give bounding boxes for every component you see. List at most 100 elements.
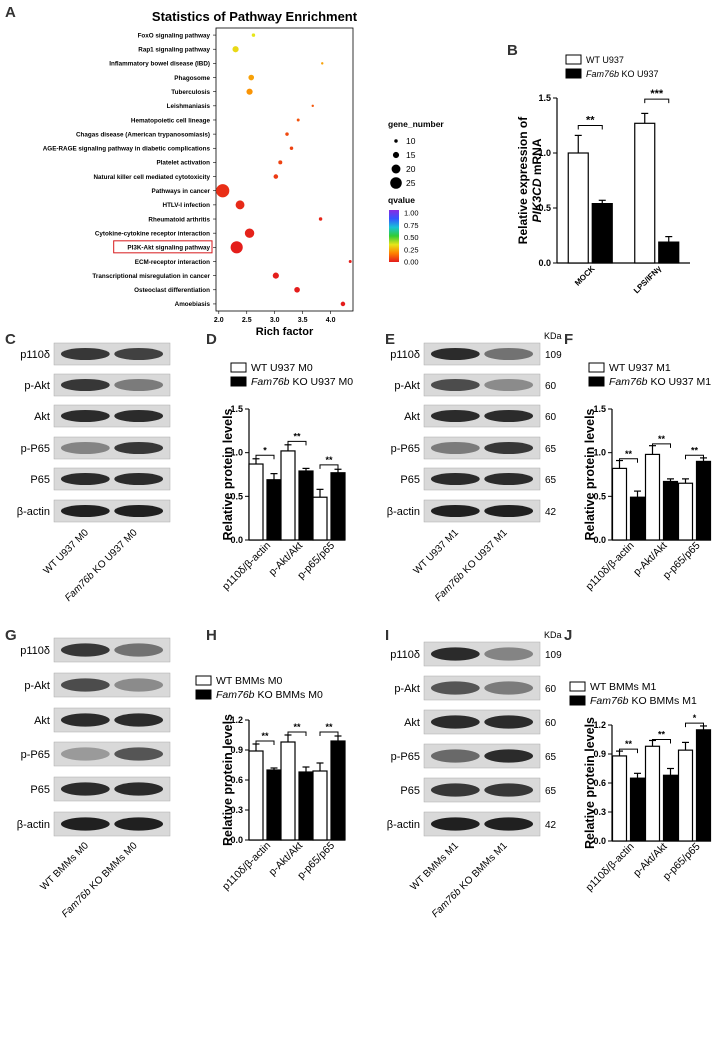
blot-band: [484, 472, 534, 486]
significance-label: **: [293, 722, 301, 732]
significance-label: **: [691, 445, 699, 455]
blot-band: [430, 817, 480, 831]
color-legend-label: 0.25: [404, 245, 419, 254]
pathway-label: PI3K-Akt signaling pathway: [127, 245, 210, 252]
bar: [629, 496, 646, 541]
x-tick-label: 3.0: [270, 317, 280, 324]
bar: [298, 771, 314, 841]
legend-label: WT U937: [586, 55, 624, 65]
bar: [611, 755, 628, 842]
bar: [591, 203, 613, 264]
y-tick-label: 0.9: [230, 745, 243, 755]
blot-row-label: β-actin: [17, 506, 50, 518]
significance-bracket: [685, 722, 704, 728]
enrichment-point: [318, 217, 323, 221]
blot-band: [60, 817, 110, 831]
legend-label: WT BMMs M0: [216, 675, 282, 687]
legend-swatch: [588, 376, 605, 387]
bar: [280, 741, 296, 841]
blot-row-label: p-P65: [21, 443, 50, 455]
legend-swatch: [588, 362, 605, 373]
blot-band: [484, 647, 534, 661]
y-tick-label: 0.3: [593, 807, 606, 817]
significance-label: *: [693, 713, 697, 723]
size-legend-dot: [394, 139, 398, 143]
blot-band: [60, 409, 110, 423]
blot-band: [484, 715, 534, 729]
significance-bracket: [255, 740, 275, 745]
blot-row-label: Akt: [34, 715, 50, 727]
pathway-label: Pathways in cancer: [152, 188, 211, 195]
enrichment-point: [235, 200, 245, 210]
bar: [298, 470, 314, 541]
enrichment-point: [294, 286, 300, 293]
blot-kda-label: 42: [545, 820, 557, 831]
blot-kda-label: 42: [545, 507, 557, 518]
y-axis-label-text: Relative protein levels: [583, 717, 597, 849]
panel-letter-j: J: [564, 627, 572, 644]
legend-swatch: [565, 54, 582, 65]
panel-letter-g: G: [5, 627, 17, 644]
blot-band: [60, 713, 110, 727]
significance-bracket: [685, 454, 704, 460]
pathway-label: Tuberculosis: [171, 89, 210, 96]
blot-row-label: p-Akt: [394, 380, 420, 392]
y-tick-label: 1.2: [593, 720, 606, 730]
significance-bracket: [319, 464, 339, 469]
blot-band: [114, 678, 164, 692]
panel-letter-h: H: [206, 627, 217, 644]
blot-band: [114, 347, 164, 361]
blot-kda-label: 65: [545, 475, 557, 486]
pathway-label: Leishmaniasis: [167, 103, 211, 110]
enrichment-point: [289, 146, 294, 151]
legend-swatch: [565, 68, 582, 79]
blot-band: [430, 347, 480, 361]
blot-band: [60, 504, 110, 518]
enrichment-point: [246, 88, 253, 95]
legend-label: Fam76b KO U937: [586, 69, 659, 79]
y-tick-label: 1.2: [230, 715, 243, 725]
y-axis-label: Relative protein levels: [221, 408, 235, 540]
y-tick-label: 0.0: [538, 258, 551, 268]
y-tick-label: 1.0: [593, 448, 606, 458]
enrichment-point: [244, 228, 255, 238]
highlight-box: [113, 240, 213, 254]
size-legend-label: 25: [406, 178, 416, 188]
y-axis-label-text: Relative protein levels: [221, 714, 235, 846]
bar: [695, 729, 712, 842]
blot-row-label: P65: [400, 474, 420, 486]
bar: [644, 745, 661, 842]
blot-kda-label: 109: [545, 650, 562, 661]
bar: [634, 122, 656, 264]
y-axis-label-line2: PIK3CD mRNA: [530, 138, 544, 222]
blot-band: [484, 441, 534, 455]
color-legend-label: 0.75: [404, 221, 419, 230]
color-legend-title: qvalue: [388, 195, 415, 205]
legend-label-italic: Fam76b: [251, 376, 290, 388]
color-legend-label: 0.50: [404, 233, 419, 242]
legend-label-italic: Fam76b: [590, 695, 629, 707]
legend-label-italic: Fam76b: [216, 689, 255, 701]
blot-band: [430, 378, 480, 392]
blot-band: [60, 747, 110, 761]
legend-label: WT BMMs M1: [590, 681, 656, 693]
blot-band: [114, 747, 164, 761]
bar: [611, 467, 628, 541]
y-tick-label: 0.0: [593, 836, 606, 846]
bar: [677, 749, 694, 842]
size-legend-label: 20: [406, 164, 416, 174]
blot-row-label: p-P65: [391, 751, 420, 763]
legend-swatch: [230, 362, 247, 373]
bar: [677, 482, 694, 541]
blot-band: [60, 782, 110, 796]
legend-label-text: WT BMMs M1: [590, 681, 656, 693]
enrichment-point: [296, 118, 300, 122]
pathway-label: FoxO signaling pathway: [138, 32, 211, 39]
blot-row-label: p-Akt: [24, 680, 50, 692]
blot-band: [430, 783, 480, 797]
blot-band: [114, 782, 164, 796]
size-legend-dot: [390, 177, 402, 189]
x-tick-label: 2.0: [214, 317, 224, 324]
panel-letter-i: I: [385, 627, 389, 644]
